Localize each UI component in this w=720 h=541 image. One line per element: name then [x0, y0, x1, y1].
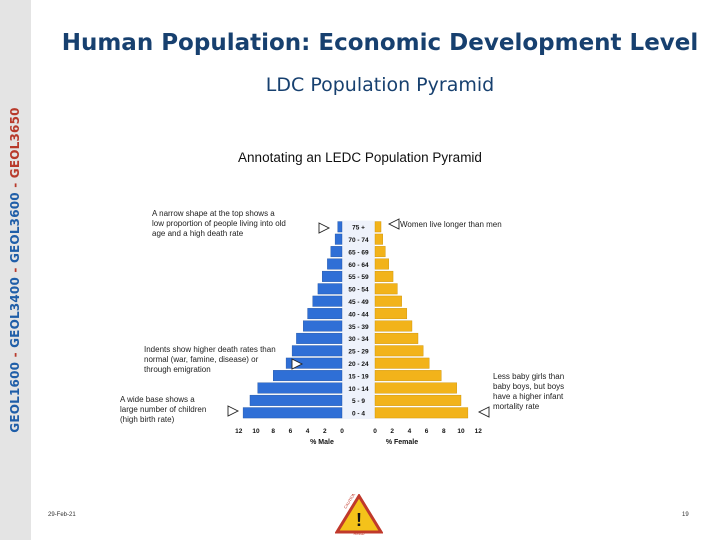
- female-bar: [374, 258, 389, 270]
- annotation-arrow-icon: [227, 405, 240, 417]
- male-bar: [330, 246, 343, 258]
- age-band-label: 40 - 44: [348, 311, 369, 318]
- footer-date: 29-Feb-21: [48, 512, 76, 518]
- x-tick-right: 8: [442, 428, 446, 435]
- svg-text:!: !: [356, 510, 362, 530]
- age-band-label: 70 - 74: [348, 237, 369, 244]
- male-bar: [307, 308, 343, 320]
- annotation-text: have a higher infant: [493, 392, 564, 401]
- age-band-label: 60 - 64: [348, 262, 369, 269]
- female-bar: [374, 382, 457, 394]
- x-tick-right: 2: [390, 428, 394, 435]
- male-bar: [249, 394, 343, 406]
- age-band-label: 10 - 14: [348, 386, 369, 393]
- male-bar: [273, 370, 343, 382]
- x-tick-right: 6: [425, 428, 429, 435]
- age-band-label: 75 +: [352, 225, 365, 232]
- female-bar: [374, 320, 413, 332]
- slide-title: Human Population: Economic Development L…: [61, 30, 699, 56]
- annotation-text: A narrow shape at the top shows a: [152, 209, 275, 218]
- x-axis-label-male: % Male: [310, 439, 334, 446]
- page-number: 19: [682, 512, 689, 518]
- female-bar: [374, 221, 382, 233]
- annotation-text: age and a high death rate: [152, 229, 244, 238]
- annotation-arrow-icon: [318, 222, 331, 234]
- female-bar: [374, 246, 386, 258]
- age-band-label: 0 - 4: [352, 411, 365, 418]
- x-tick-left: 10: [252, 428, 260, 435]
- x-tick-left: 8: [271, 428, 275, 435]
- x-tick-left: 0: [340, 428, 344, 435]
- annotation-text: Women live longer than men: [400, 220, 502, 229]
- female-bar: [374, 308, 408, 320]
- male-bar: [303, 320, 343, 332]
- annotation-text: Indents show higher death rates than: [144, 345, 276, 354]
- female-bar: [374, 332, 419, 344]
- male-bar: [334, 233, 343, 245]
- age-band-label: 15 - 19: [348, 373, 369, 380]
- male-bar: [337, 221, 343, 233]
- age-band-label: 5 - 9: [352, 398, 365, 405]
- age-band-label: 35 - 39: [348, 324, 369, 331]
- female-bar: [374, 270, 394, 282]
- male-bar: [322, 270, 343, 282]
- annotation-text: baby boys, but boys: [493, 382, 564, 391]
- annotation-text: low proportion of people living into old: [152, 219, 286, 228]
- female-bar: [374, 283, 398, 295]
- male-bar: [327, 258, 343, 270]
- slide-subtitle: LDC Population Pyramid: [265, 74, 495, 96]
- x-tick-left: 2: [323, 428, 327, 435]
- female-bar: [374, 357, 430, 369]
- age-band-label: 55 - 59: [348, 274, 369, 281]
- female-bar: [374, 394, 462, 406]
- annotation-text: Less baby girls than: [493, 372, 564, 381]
- age-band-label: 50 - 54: [348, 287, 369, 294]
- male-bar: [291, 345, 343, 357]
- warning-triangle-icon: [334, 493, 384, 534]
- x-tick-right: 4: [408, 428, 412, 435]
- male-bar: [312, 295, 343, 307]
- annotation-text: normal (war, famine, disease) or: [144, 355, 259, 364]
- female-bar: [374, 370, 442, 382]
- female-bar: [374, 295, 402, 307]
- annotation-text: large number of children: [120, 405, 206, 414]
- logo-text-bottom: READ: [353, 531, 364, 536]
- chart-title: Annotating an LEDC Population Pyramid: [238, 150, 482, 165]
- x-tick-right: 0: [373, 428, 377, 435]
- age-band-label: 45 - 49: [348, 299, 369, 306]
- annotation-text: through emigration: [144, 365, 211, 374]
- annotation-arrow-icon: [477, 406, 490, 418]
- male-bar: [317, 283, 343, 295]
- female-bar: [374, 407, 469, 419]
- male-bar: [285, 357, 343, 369]
- male-bar: [296, 332, 343, 344]
- x-tick-left: 4: [306, 428, 310, 435]
- annotation-arrow-icon: [387, 218, 400, 230]
- caution-logo: ! CAUTION READ: [334, 492, 384, 541]
- annotation-text: (high birth rate): [120, 415, 175, 424]
- age-band-label: 30 - 34: [348, 336, 369, 343]
- male-bar: [242, 407, 343, 419]
- annotation-arrow-icon: [291, 358, 304, 370]
- annotation-text: A wide base shows a: [120, 395, 195, 404]
- male-bar: [257, 382, 343, 394]
- annotation-text: mortality rate: [493, 402, 540, 411]
- age-band-label: 20 - 24: [348, 361, 369, 368]
- x-tick-left: 12: [235, 428, 243, 435]
- x-axis-label-female: % Female: [386, 439, 418, 446]
- x-tick-right: 10: [457, 428, 465, 435]
- female-bar: [374, 345, 424, 357]
- course-sidebar: GEOL1600 - GEOL3400 - GEOL3600 - GEOL365…: [0, 0, 31, 540]
- female-bar: [374, 233, 383, 245]
- x-tick-right: 12: [475, 428, 483, 435]
- age-band-column: [342, 220, 375, 419]
- x-tick-left: 6: [289, 428, 293, 435]
- age-band-label: 25 - 29: [348, 349, 369, 356]
- age-band-label: 65 - 69: [348, 249, 369, 256]
